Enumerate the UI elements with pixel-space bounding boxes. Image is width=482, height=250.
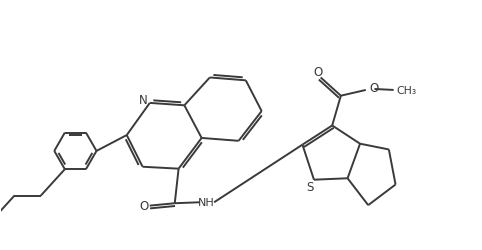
Text: CH₃: CH₃ <box>396 86 416 96</box>
Text: N: N <box>139 93 148 106</box>
Text: NH: NH <box>198 198 214 207</box>
Text: O: O <box>314 66 323 79</box>
Text: S: S <box>307 181 314 194</box>
Text: O: O <box>139 199 148 212</box>
Text: O: O <box>370 82 379 95</box>
